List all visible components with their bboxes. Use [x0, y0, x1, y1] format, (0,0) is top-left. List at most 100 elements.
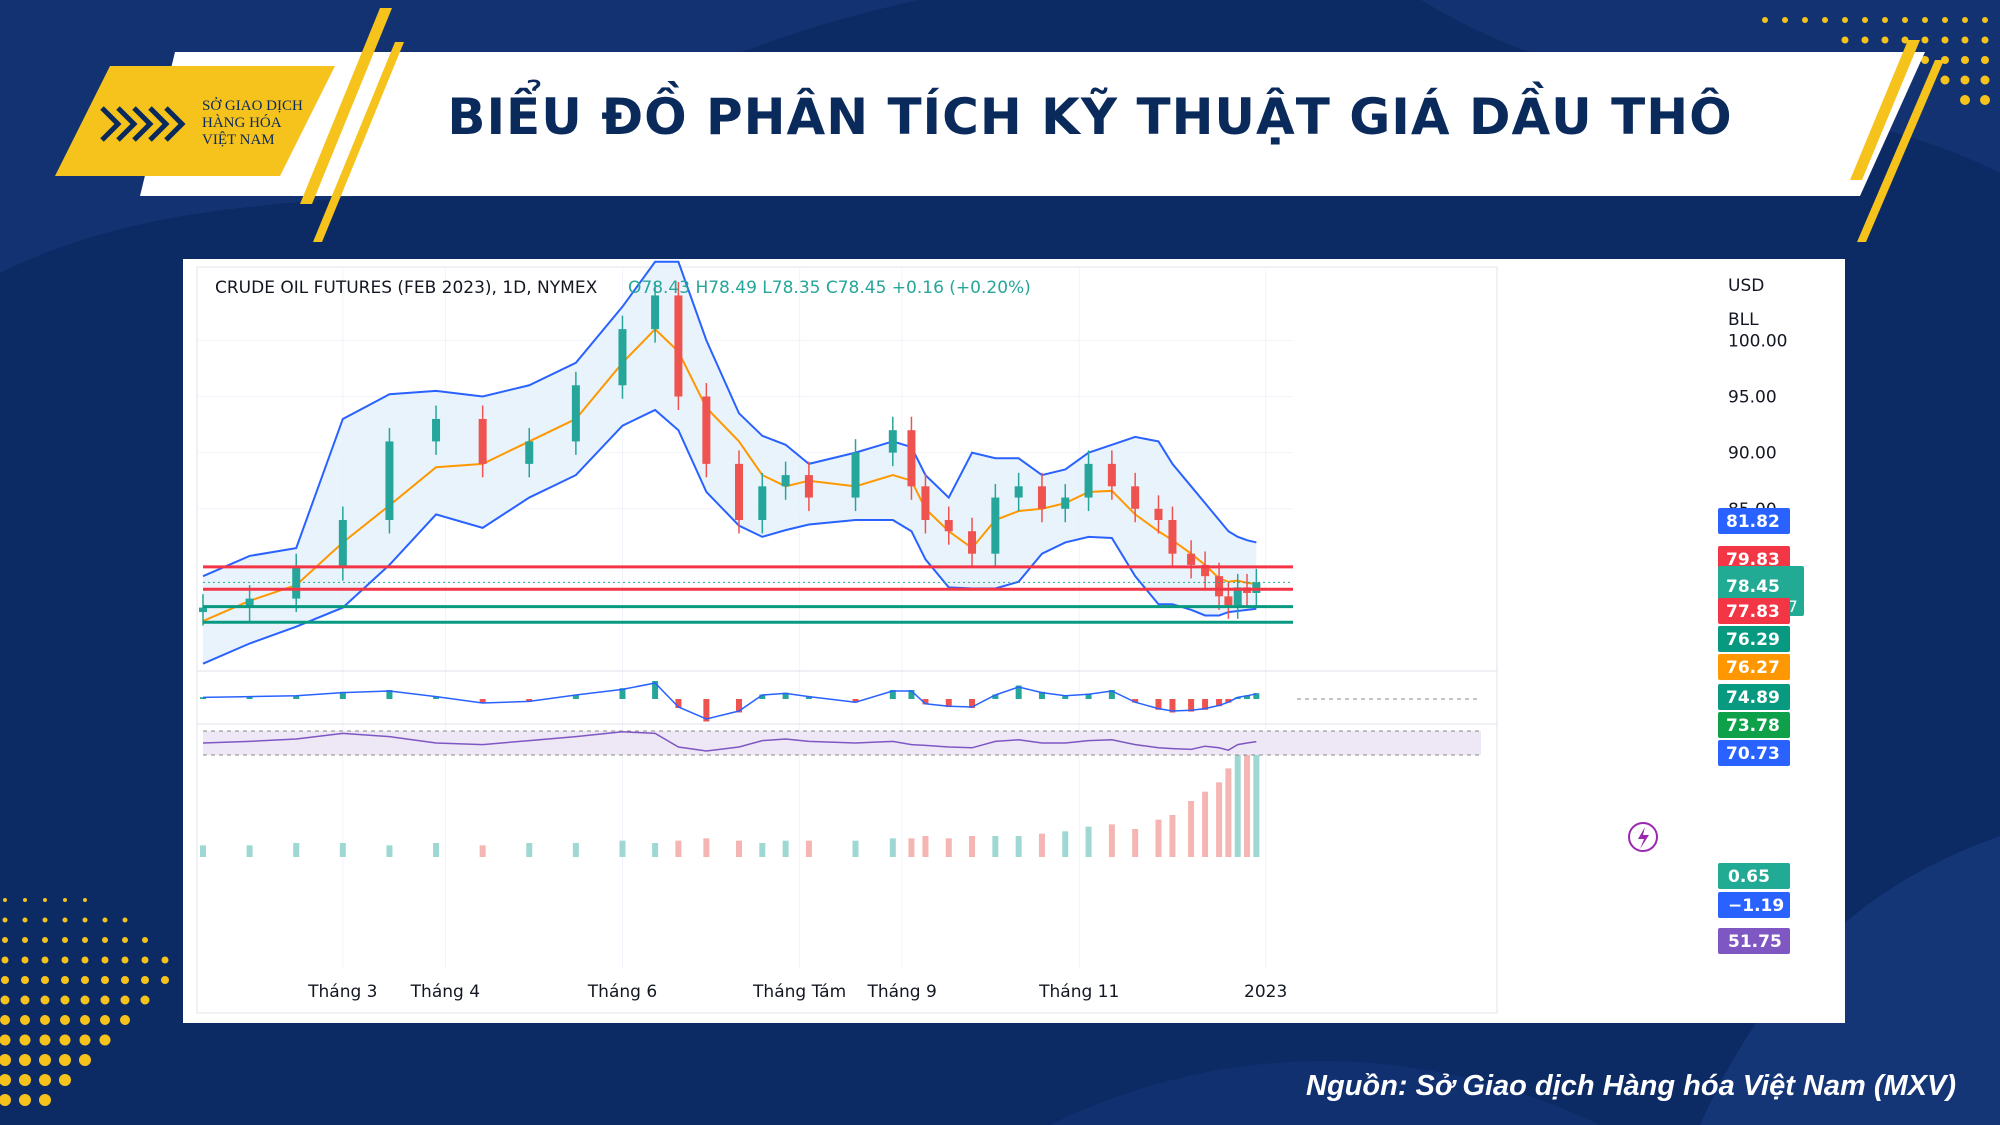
candle-body: [1252, 582, 1261, 593]
logo-line-2: HÀNG HÓA: [202, 115, 282, 131]
macd-bar: [293, 695, 300, 699]
volume-bar: [805, 840, 812, 857]
macd-bar: [945, 699, 952, 708]
volume-bar: [1108, 824, 1115, 857]
candle-body: [1224, 596, 1233, 606]
level-lines: [203, 565, 1293, 624]
chart-panel: CRUDE OIL FUTURES (FEB 2023), 1D, NYMEX O…: [183, 259, 1845, 1023]
candle-body: [651, 295, 660, 330]
candle-body: [385, 441, 394, 521]
macd-bar: [246, 696, 253, 699]
rsi-tag: [1718, 928, 1790, 954]
macd-bar: [1169, 699, 1176, 713]
dots-pattern-top-right: [1762, 17, 1990, 105]
macd-bar: [479, 699, 486, 704]
candle-body: [851, 452, 860, 498]
candle-body: [1014, 486, 1023, 498]
volume-bar: [889, 838, 896, 857]
x-tick-label: Tháng 3: [307, 982, 377, 1002]
price-tag: [1718, 508, 1790, 534]
candle-body: [1187, 553, 1196, 565]
candle-body: [1154, 508, 1163, 521]
x-tick-label: 2023: [1244, 982, 1287, 1002]
volume-bar: [572, 843, 579, 857]
macd-bar: [1108, 690, 1115, 699]
volume-bar: [200, 845, 206, 857]
macd-tag: [1718, 863, 1790, 889]
volume-bar: [1132, 829, 1139, 857]
macd-bar: [736, 699, 742, 713]
price-tag: [1718, 684, 1790, 710]
candle-body: [199, 607, 207, 613]
macd-bar: [969, 699, 976, 708]
macd-bar: [1062, 695, 1069, 699]
macd-bar: [922, 699, 929, 705]
currency-label: USD: [1728, 276, 1764, 296]
macd-bar: [889, 690, 896, 699]
macd-bar: [1216, 699, 1223, 707]
macd-line: [202, 682, 1257, 720]
macd-bar: [339, 691, 346, 699]
candle-body: [735, 463, 743, 521]
volume-bar: [703, 838, 710, 857]
candles: [199, 281, 1261, 626]
macd-bar: [782, 692, 789, 699]
macd-bar: [759, 694, 766, 699]
source-note: Nguồn: Sở Giao dịch Hàng hóa Việt Nam (M…: [1306, 1070, 1956, 1102]
x-tick-label: Tháng 6: [587, 982, 657, 1002]
x-tick-label: Tháng 9: [866, 982, 936, 1002]
volume-bar: [782, 840, 789, 857]
macd-bar: [675, 699, 682, 708]
macd-bar: [703, 699, 710, 722]
logo-text: SỞ GIAO DỊCH HÀNG HÓA VIỆT NAM: [202, 98, 303, 149]
x-tick-label: Tháng 11: [1038, 982, 1119, 1002]
macd-bar: [572, 694, 579, 699]
volume-bar: [945, 838, 952, 857]
rsi-tag-label: 51.75: [1728, 932, 1782, 952]
chart-title: CRUDE OIL FUTURES (FEB 2023), 1D, NYMEX: [215, 278, 598, 298]
volume-bar: [1038, 833, 1045, 857]
volume-bar: [386, 845, 393, 857]
candle-body: [1168, 520, 1177, 554]
candle-body: [944, 520, 953, 532]
volume-bar: [1253, 745, 1260, 857]
candle-body: [1201, 564, 1210, 577]
unit-label: BLL: [1728, 310, 1759, 330]
volume-bar: [293, 843, 300, 857]
volume-bar: [246, 845, 253, 857]
macd-bar: [1132, 699, 1139, 703]
macd-pane: [197, 670, 1497, 725]
candle-body: [1233, 587, 1242, 606]
volume-bar: [1169, 815, 1176, 857]
candle-body: [292, 567, 301, 599]
candle-body: [525, 441, 534, 464]
ohlc-label: O78.43 H78.49 L78.35 C78.45 +0.16 (+0.20…: [628, 278, 1031, 298]
volume-bar: [1234, 754, 1241, 857]
candle-body: [888, 430, 897, 453]
plot-frame: [196, 266, 1498, 1014]
candle-body: [968, 531, 977, 554]
candle-body: [1084, 463, 1093, 498]
price-tag-label: 76.29: [1726, 630, 1780, 650]
price-tag: [1718, 546, 1790, 572]
candle-body: [804, 475, 813, 498]
gold-stripe-left-2: [313, 42, 404, 242]
volume-bar: [652, 843, 659, 857]
volume-bar: [1062, 831, 1069, 857]
macd-tag: [1718, 892, 1790, 918]
candle-body: [1107, 463, 1116, 487]
macd-bar: [1188, 699, 1195, 712]
volume-bar: [1216, 782, 1223, 857]
lightning-icon: [1628, 822, 1658, 852]
candle-body: [907, 430, 916, 487]
macd-bar: [619, 688, 626, 699]
price-tag: [1718, 598, 1790, 624]
macd-bar: [1015, 685, 1022, 699]
macd-tag-label: −1.19: [1728, 896, 1784, 916]
dots-pattern-bottom-left: [0, 898, 169, 1106]
price-tag-label: 81.82: [1726, 512, 1780, 532]
logo-icon: [100, 106, 186, 142]
volume-bars: [200, 745, 1260, 857]
macd-bar: [1085, 693, 1092, 699]
volume-bar: [619, 840, 626, 857]
